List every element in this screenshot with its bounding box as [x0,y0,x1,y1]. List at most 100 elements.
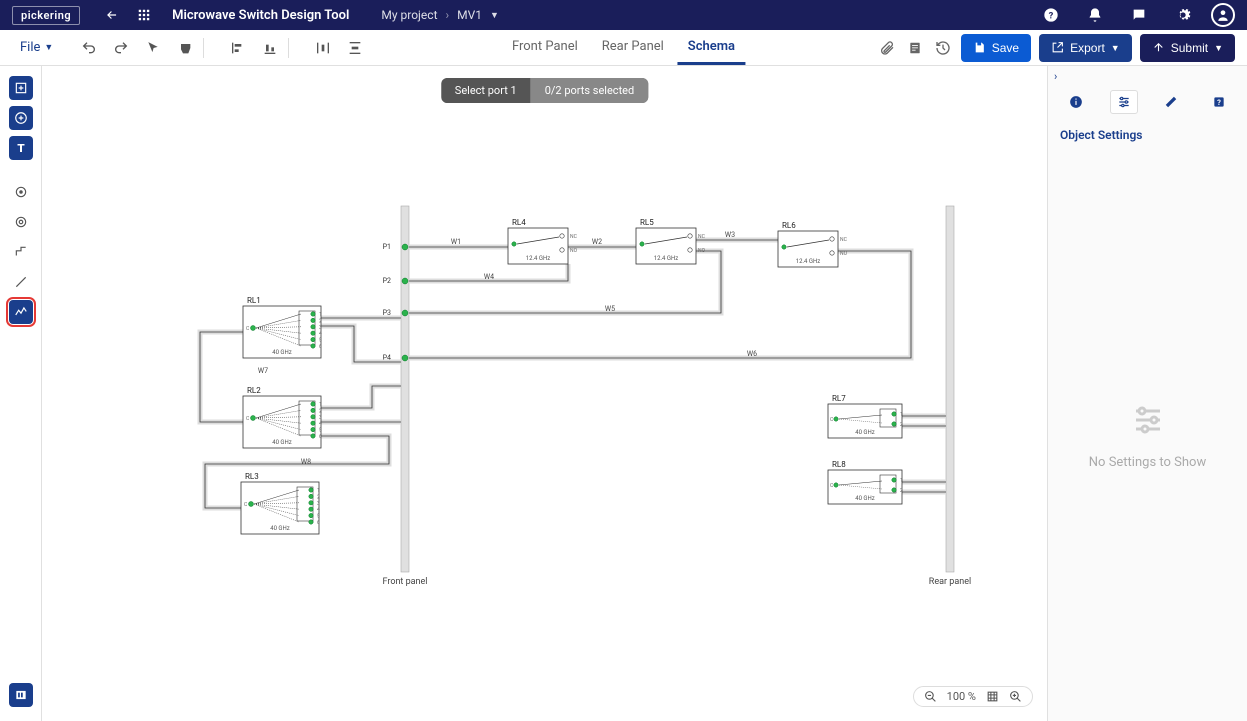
back-icon[interactable] [100,3,124,27]
svg-text:12.4 GHz: 12.4 GHz [654,255,679,262]
pan-hand-icon[interactable] [173,36,197,60]
tab-schema[interactable]: Schema [678,31,745,65]
distribute-v-icon[interactable] [343,36,367,60]
svg-text:NO: NO [698,248,706,254]
svg-text:P2: P2 [383,277,391,285]
svg-text:W2: W2 [592,238,602,246]
tool-step-1[interactable] [9,240,33,264]
svg-text:W4: W4 [484,273,494,281]
svg-text:3: 3 [319,415,322,421]
breadcrumb: My project › MV1 ▼ [381,8,499,22]
tool-line[interactable] [9,270,33,294]
panel-tab-edit[interactable] [1157,90,1185,114]
align-left-icon[interactable] [226,36,250,60]
svg-text:12.4 GHz: 12.4 GHz [526,255,551,262]
breadcrumb-design[interactable]: MV1 [457,8,482,22]
zoom-in-icon[interactable] [1007,690,1024,703]
top-navbar: pickering Microwave Switch Design Tool M… [0,0,1247,30]
svg-text:2: 2 [319,318,322,324]
selection-prompt: Select port 1 0/2 ports selected [441,78,648,103]
breadcrumb-project[interactable]: My project [381,8,437,22]
svg-text:?: ? [1217,98,1221,107]
tool-text[interactable] [9,136,33,160]
svg-text:W1: W1 [451,238,461,246]
panel-collapse-icon[interactable]: › [1054,70,1057,83]
export-button-label: Export [1070,41,1105,55]
file-menu[interactable]: File ▼ [12,36,61,59]
svg-text:12.4 GHz: 12.4 GHz [796,258,821,265]
breadcrumb-dropdown-icon[interactable]: ▼ [490,10,499,21]
workspace: Select port 1 0/2 ports selected Front p… [0,66,1247,721]
svg-text:NC: NC [570,234,578,240]
svg-text:P1: P1 [383,243,391,251]
panel-tab-info[interactable] [1062,90,1090,114]
svg-text:1: 1 [319,402,322,408]
right-panel: › ? Object Settings No Settings to Show [1047,66,1247,721]
panel-tab-help[interactable]: ? [1205,90,1233,114]
panel-title: Object Settings [1048,120,1247,150]
undo-icon[interactable] [77,36,101,60]
tool-library[interactable] [9,683,33,707]
svg-text:RL4: RL4 [512,218,526,227]
distribute-h-icon[interactable] [311,36,335,60]
svg-text:NC: NC [840,237,848,243]
svg-text:RL6: RL6 [782,221,796,230]
user-avatar[interactable] [1211,3,1235,27]
brand-logo: pickering [12,6,80,25]
save-button-label: Save [992,41,1019,55]
chevron-right-icon: › [446,8,450,22]
tab-front-panel[interactable]: Front Panel [502,31,588,65]
help-icon[interactable]: ? [1039,3,1063,27]
svg-text:RL5: RL5 [640,218,654,227]
zoom-level: 100 % [945,690,978,703]
svg-text:2: 2 [900,422,903,428]
panel-empty-state: No Settings to Show [1048,150,1247,721]
svg-text:6: 6 [319,434,322,440]
svg-text:1: 1 [317,488,320,494]
save-button[interactable]: Save [961,34,1031,62]
svg-text:40 GHz: 40 GHz [270,525,290,532]
svg-text:1: 1 [900,478,903,484]
svg-text:RL2: RL2 [247,386,261,395]
export-button[interactable]: Export ▼ [1039,34,1132,62]
tool-route-active[interactable] [9,300,33,324]
svg-text:4: 4 [317,507,320,513]
apps-grid-icon[interactable] [132,3,156,27]
tool-target-1[interactable] [9,180,33,204]
align-bottom-icon[interactable] [258,36,282,60]
svg-text:RL1: RL1 [247,296,261,305]
notifications-icon[interactable] [1083,3,1107,27]
chat-icon[interactable] [1127,3,1151,27]
divider [203,38,204,58]
tool-add-circle[interactable] [9,106,33,130]
zoom-fit-icon[interactable] [984,690,1001,703]
zoom-controls: 100 % [913,686,1033,707]
svg-text:4: 4 [319,331,322,337]
svg-text:1: 1 [319,312,322,318]
pointer-icon[interactable] [141,36,165,60]
submit-button-label: Submit [1171,41,1208,55]
svg-text:4: 4 [319,421,322,427]
submit-button[interactable]: Submit ▼ [1140,34,1235,62]
svg-text:2: 2 [317,494,320,500]
notes-icon[interactable] [905,38,925,58]
svg-text:RL3: RL3 [245,472,259,481]
svg-text:5: 5 [317,514,320,520]
history-icon[interactable] [933,38,953,58]
canvas[interactable]: Select port 1 0/2 ports selected Front p… [42,66,1047,721]
tool-target-2[interactable] [9,210,33,234]
svg-text:40 GHz: 40 GHz [855,495,875,502]
zoom-out-icon[interactable] [922,690,939,703]
settings-gear-icon[interactable] [1171,3,1195,27]
redo-icon[interactable] [109,36,133,60]
svg-text:5: 5 [319,338,322,344]
panel-tab-settings[interactable] [1110,90,1138,114]
tool-add-box[interactable] [9,76,33,100]
tab-rear-panel[interactable]: Rear Panel [592,31,674,65]
attachment-icon[interactable] [877,38,897,58]
svg-text:1: 1 [900,412,903,418]
svg-text:2: 2 [900,488,903,494]
svg-text:40 GHz: 40 GHz [272,439,292,446]
svg-text:?: ? [1049,10,1054,21]
svg-text:6: 6 [317,520,320,526]
